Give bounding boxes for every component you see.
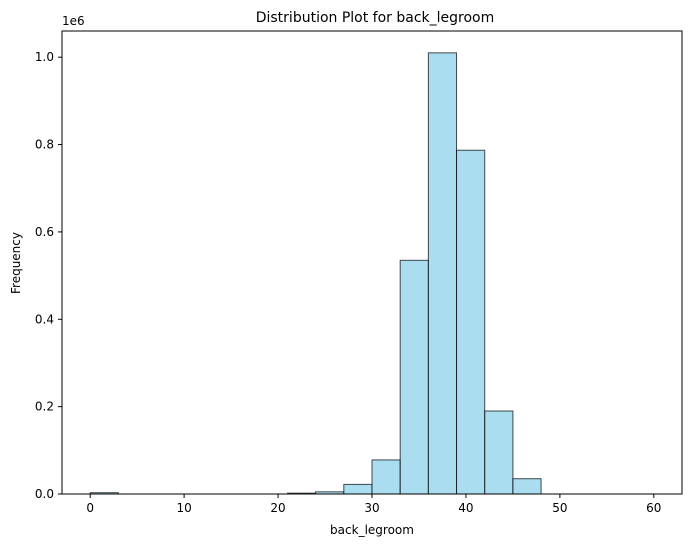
y-tick-label: 0.0 [35,487,54,501]
x-axis-label: back_legroom [330,523,414,537]
histogram-bar [427,52,458,495]
histogram-bar [371,459,401,495]
x-tick-label: 20 [270,501,285,515]
x-axis-ticks: 0 10 20 30 40 50 60 [86,494,661,515]
y-tick-label: 0.2 [35,400,54,414]
chart-title: Distribution Plot for back_legroom [256,10,495,26]
x-tick-label: 10 [176,501,191,515]
x-tick-label: 0 [86,501,94,515]
y-tick-label: 0.6 [35,225,54,239]
y-axis-ticks: 0.0 0.2 0.4 0.6 0.8 1.0 [35,50,62,501]
y-axis-label: Frequency [9,232,23,294]
x-tick-label: 60 [646,501,661,515]
x-tick-label: 30 [364,501,379,515]
x-tick-label: 40 [458,501,473,515]
y-tick-label: 1.0 [35,50,54,64]
y-tick-label: 0.4 [35,312,54,326]
y-offset-label: 1e6 [62,14,85,28]
histogram-bar [512,478,542,495]
bars-group [89,52,542,495]
x-tick-label: 50 [552,501,567,515]
histogram-bar [456,149,486,495]
histogram-bar [343,483,373,495]
histogram-bar [399,259,429,495]
plot-frame [61,30,683,495]
histogram-bar [484,410,514,495]
y-tick-label: 0.8 [35,138,54,152]
